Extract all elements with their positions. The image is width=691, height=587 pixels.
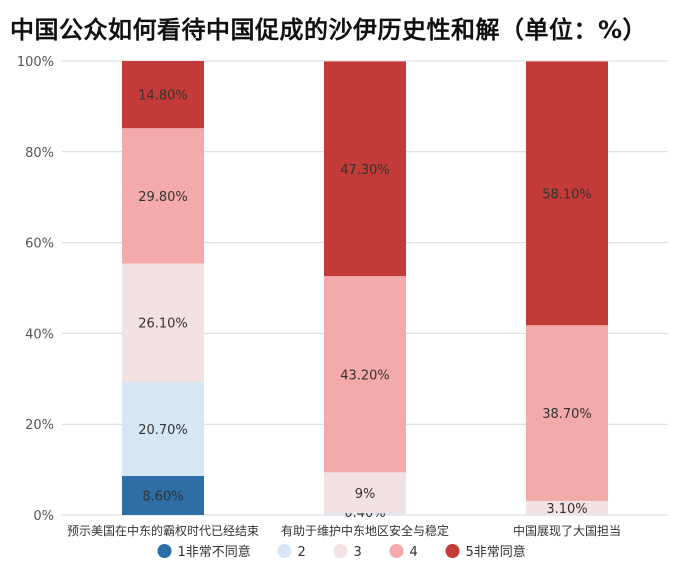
y-tick-label: 100% xyxy=(17,55,54,70)
x-axis: 预示美国在中东的霸权时代已经结束 有助于维护中东地区安全与稳定 中国展现了大国担当 xyxy=(67,523,621,538)
bar-segment xyxy=(324,472,406,514)
legend-item: 1非常不同意 xyxy=(157,544,251,560)
bar-segment xyxy=(122,263,204,382)
legend-swatch xyxy=(333,544,348,558)
data-label: 29.80% xyxy=(138,190,188,205)
data-label: 47.30% xyxy=(340,163,390,178)
legend-swatch xyxy=(389,544,404,558)
data-label: 26.10% xyxy=(138,317,188,332)
legend-label: 1非常不同意 xyxy=(178,544,251,560)
legend: 1非常不同意 2 3 4 5非常同意 xyxy=(157,544,526,560)
chart-title: 中国公众如何看待中国促成的沙伊历史性和解（单位：%） xyxy=(10,16,648,44)
bar-segment xyxy=(324,276,406,473)
legend-label: 2 xyxy=(298,545,306,560)
legend-label: 4 xyxy=(410,545,418,560)
bar-stacks: 8.60%20.70%26.10%29.80%14.80%0.40%9%43.2… xyxy=(122,61,608,521)
y-axis: 0% 20% 40% 60% 80% 100% xyxy=(17,55,54,524)
x-category-label: 预示美国在中东的霸权时代已经结束 xyxy=(67,523,259,538)
legend-swatch xyxy=(277,544,292,558)
y-tick-label: 0% xyxy=(33,509,54,524)
bar-segment xyxy=(122,381,204,476)
data-label: 20.70% xyxy=(138,423,188,438)
y-tick-label: 60% xyxy=(25,237,54,252)
data-label: 43.20% xyxy=(340,368,390,383)
bar-segment xyxy=(324,61,406,277)
data-label: 14.80% xyxy=(138,89,188,104)
x-category-label: 有助于维护中东地区安全与稳定 xyxy=(281,523,449,538)
y-tick-label: 80% xyxy=(25,146,54,161)
data-label: 3.10% xyxy=(546,502,587,517)
x-category-label: 中国展现了大国担当 xyxy=(513,523,621,538)
legend-label: 3 xyxy=(354,545,362,560)
data-label: 38.70% xyxy=(542,407,592,422)
legend-swatch xyxy=(157,544,172,558)
bar-segment xyxy=(122,61,204,129)
bar-segment xyxy=(526,325,608,501)
y-tick-label: 20% xyxy=(25,418,54,433)
bar-segment xyxy=(324,513,406,515)
legend-label: 5非常同意 xyxy=(466,544,526,560)
data-label: 8.60% xyxy=(142,489,183,504)
bar-segment xyxy=(122,128,204,264)
data-label: 58.10% xyxy=(542,187,592,202)
legend-item: 2 xyxy=(277,544,306,560)
legend-item: 5非常同意 xyxy=(445,544,526,560)
bar-segment xyxy=(526,61,608,326)
legend-item: 4 xyxy=(389,544,418,560)
bar-segment xyxy=(526,500,608,515)
y-tick-label: 40% xyxy=(25,327,54,342)
legend-swatch xyxy=(445,544,460,558)
data-label: 9% xyxy=(355,487,376,502)
legend-item: 3 xyxy=(333,544,362,560)
bar-segment xyxy=(122,475,204,515)
